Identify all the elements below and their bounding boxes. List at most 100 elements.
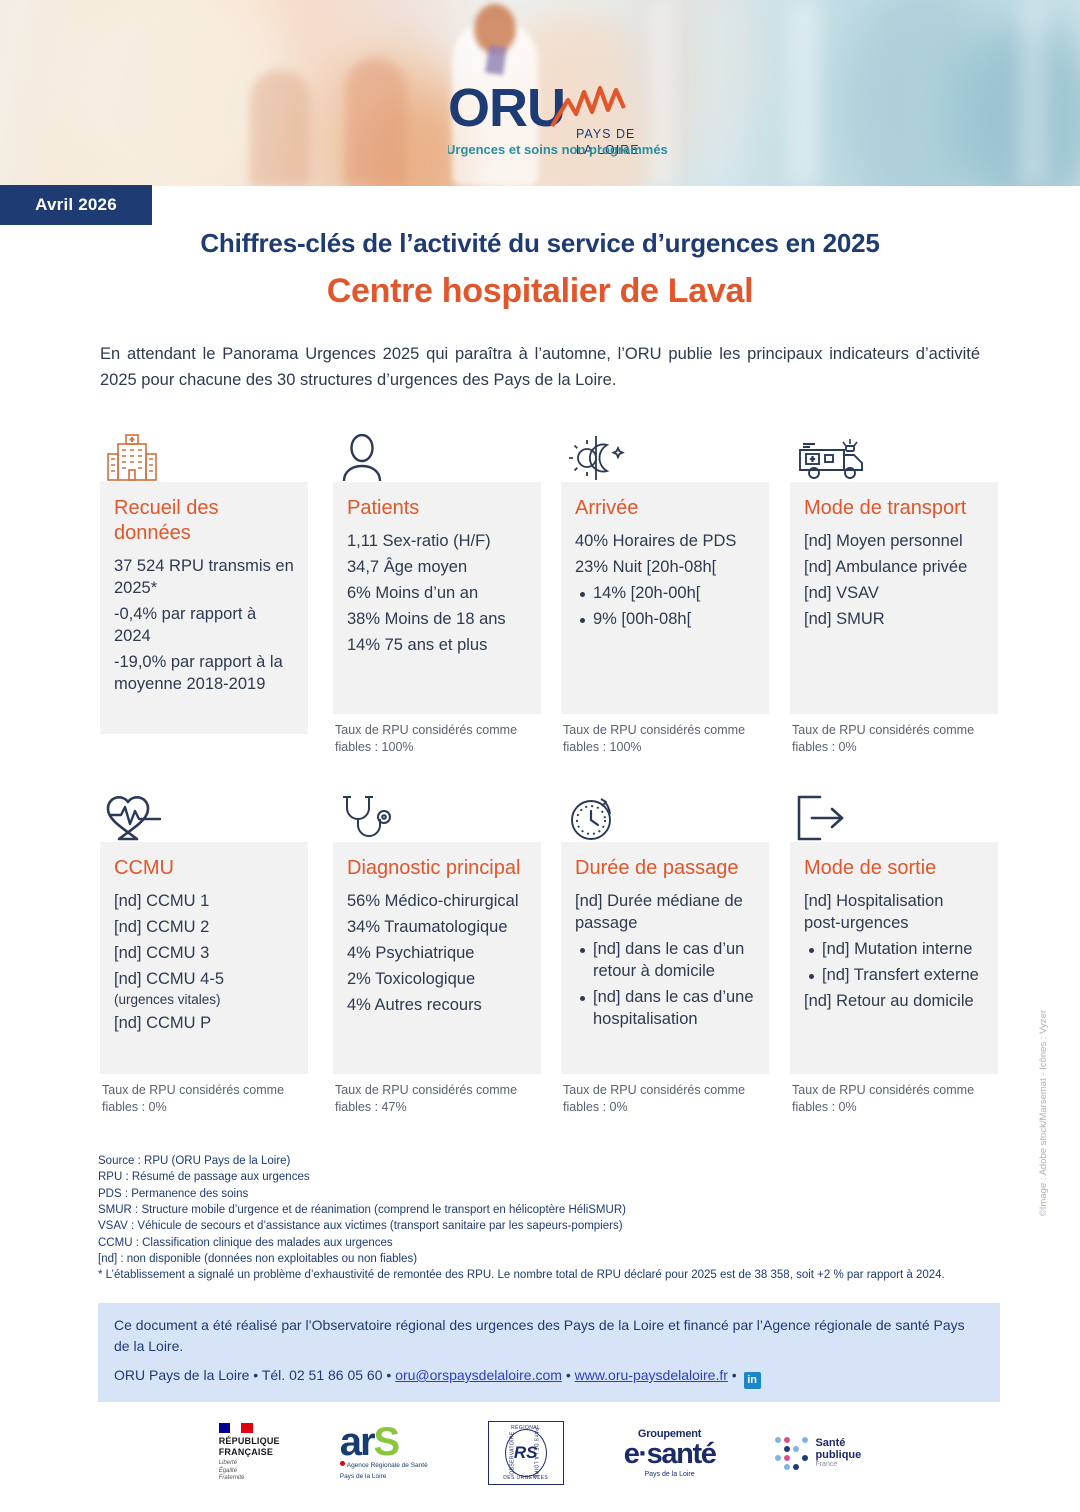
- taux-note: Taux de RPU considérés comme fiables : 1…: [335, 723, 518, 754]
- sp-line-1: Santé: [815, 1436, 846, 1449]
- sp-line-2: publique: [815, 1449, 862, 1462]
- oru-logo: ORU PAYS DE LA LOIRE Urgences et soins n…: [448, 78, 668, 157]
- card-diagnostic-principal: Diagnostic principal 56% Médico-chirurgi…: [333, 790, 541, 1116]
- date-badge: Avril 2026: [0, 185, 152, 225]
- card-items: 56% Médico-chirurgical 34% Traumatologiq…: [347, 891, 527, 1017]
- stopwatch-icon: [561, 790, 769, 842]
- list-item: [nd] CCMU 3: [114, 943, 210, 962]
- email-link[interactable]: oru@orspaysdelaloire.com: [395, 1367, 562, 1383]
- card-items: 37 524 RPU transmis en 2025* -0,4% par r…: [114, 556, 294, 696]
- list-item: 9% [00h-08h[: [575, 609, 755, 631]
- list-item: [nd] CCMU 1: [114, 892, 210, 910]
- footnote-line: Source : RPU (ORU Pays de la Loire): [98, 1155, 291, 1167]
- footnote-line: VSAV : Véhicule de secours et d’assistan…: [98, 1220, 623, 1233]
- list-item: [nd] CCMU 4-5: [114, 969, 225, 988]
- list-item: 23% Nuit [20h-08h[: [575, 557, 717, 576]
- ars-sub-2: Pays de la Loire: [339, 1472, 387, 1480]
- card-title: Diagnostic principal: [347, 857, 521, 879]
- card-items: [nd] Moyen personnel [nd] Ambulance priv…: [804, 531, 984, 631]
- logo-sante-publique-france: Santé publique France: [775, 1436, 862, 1470]
- card-recueil-des-donnees: Recueil des données 37 524 RPU transmis …: [100, 430, 308, 742]
- footnote-line: SMUR : Structure mobile d’urgence et de …: [98, 1203, 626, 1216]
- list-item: [nd] Durée médiane de passage: [575, 892, 743, 932]
- card-items: [nd] Durée médiane de passage [nd] dans …: [575, 891, 755, 1031]
- list-item: -19,0% par rapport à la moyenne 2018-201…: [114, 652, 283, 693]
- list-item: 56% Médico-chirurgical: [347, 892, 519, 910]
- svg-text:LA LOIRE: LA LOIRE: [576, 143, 640, 157]
- sun-moon-icon: [561, 430, 769, 482]
- taux-note: Taux de RPU considérés comme fiables : 0…: [102, 1083, 285, 1114]
- card-duree-de-passage: Durée de passage [nd] Durée médiane de p…: [561, 790, 769, 1116]
- header-banner-image: ORU PAYS DE LA LOIRE Urgences et soins n…: [0, 0, 1080, 186]
- list-item: [nd] CCMU 2: [114, 917, 210, 936]
- linkedin-icon[interactable]: in: [743, 1372, 761, 1389]
- card-ccmu: CCMU [nd] CCMU 1 [nd] CCMU 2 [nd] CCMU 3…: [100, 790, 308, 1116]
- list-item: [nd] dans le cas d’un retour à domicile: [575, 939, 755, 983]
- image-credit: ©Image : Adobe stock/Marsemat - Icônes :…: [1038, 1010, 1049, 1217]
- website-link[interactable]: www.oru-paysdelaloire.fr: [574, 1367, 728, 1383]
- list-item: 14% [20h-00h[: [575, 583, 755, 605]
- footnote-line: RPU : Résumé de passage aux urgences: [98, 1171, 310, 1184]
- list-item: (urgences vitales): [114, 991, 221, 1007]
- rs-left-text: OBSERVATOIRE: [509, 1431, 516, 1475]
- logo-line-1: RÉPUBLIQUE: [218, 1436, 280, 1447]
- rs-monogram: RS: [504, 1429, 547, 1477]
- card-title: Mode de transport: [804, 497, 967, 519]
- list-item: [nd] Mutation interne: [804, 939, 984, 961]
- list-item: 1,11 Sex-ratio (H/F): [347, 532, 491, 550]
- french-flag-icon: [218, 1423, 253, 1434]
- logo-devise: Liberté Égalité Fraternité: [218, 1460, 245, 1482]
- separator: •: [253, 1367, 259, 1383]
- separator: •: [386, 1367, 392, 1383]
- card-items: 40% Horaires de PDS 23% Nuit [20h-08h[ 1…: [575, 531, 755, 631]
- logo-ars: arS Agence Régionale de Santé Pays de la…: [339, 1422, 428, 1481]
- list-item: 2% Toxicologique: [347, 969, 476, 988]
- taux-note: Taux de RPU considérés comme fiables : 4…: [335, 1083, 518, 1114]
- footnote-line: [nd] : non disponible (données non explo…: [98, 1252, 418, 1265]
- card-title: Mode de sortie: [804, 857, 937, 879]
- heart-pulse-icon: [100, 790, 308, 842]
- list-item: -0,4% par rapport à 2024: [114, 604, 257, 645]
- person-icon: [333, 430, 541, 482]
- stethoscope-icon: [333, 790, 541, 842]
- page-title: Centre hospitalier de Laval: [326, 272, 754, 310]
- partner-logos: RÉPUBLIQUE FRANÇAISE Liberté Égalité Fra…: [0, 1410, 1080, 1496]
- card-mode-de-sortie: Mode de sortie [nd] Hospitalisation post…: [790, 790, 998, 1116]
- list-item: 6% Moins d’un an: [347, 583, 479, 602]
- list-item: 4% Autres recours: [347, 995, 482, 1014]
- card-title: CCMU: [114, 857, 174, 879]
- svg-text:Urgences et soins non programm: Urgences et soins non programmés: [448, 142, 668, 157]
- taux-note: Taux de RPU considérés comme fiables : 0…: [563, 1083, 746, 1114]
- list-item: 14% 75 ans et plus: [347, 635, 488, 654]
- list-item: 34% Traumatologique: [347, 917, 508, 936]
- exit-door-icon: [790, 790, 998, 842]
- card-title: Durée de passage: [575, 857, 739, 879]
- esante-top: Groupement: [637, 1428, 702, 1440]
- footnote-line: CCMU : Classification clinique des malad…: [98, 1236, 393, 1249]
- card-items: [nd] CCMU 1 [nd] CCMU 2 [nd] CCMU 3 [nd]…: [114, 891, 294, 1035]
- list-item: [nd] VSAV: [804, 583, 879, 602]
- card-mode-de-transport: Mode de transport [nd] Moyen personnel […: [790, 430, 998, 756]
- taux-note: Taux de RPU considérés comme fiables : 1…: [563, 723, 746, 754]
- list-item: [nd] Ambulance privée: [804, 557, 968, 576]
- dot-grid-icon: [775, 1436, 809, 1470]
- list-item: 34,7 Âge moyen: [347, 557, 468, 576]
- ambulance-icon: [790, 430, 998, 482]
- taux-note: Taux de RPU considérés comme fiables : 0…: [792, 1083, 975, 1114]
- list-item: [nd] Transfert externe: [804, 965, 984, 987]
- org-name: ORU Pays de la Loire: [114, 1367, 250, 1383]
- contact-description: Ce document a été réalisé par l’Observat…: [114, 1317, 965, 1354]
- footnotes: Source : RPU (ORU Pays de la Loire) RPU …: [98, 1153, 1028, 1284]
- footnote-asterisk: * L’établissement a signalé un problème …: [98, 1269, 945, 1282]
- list-item: [nd] Hospitalisation post-urgences: [804, 892, 944, 932]
- list-item: 37 524 RPU transmis en 2025*: [114, 557, 294, 597]
- list-item: [nd] dans le cas d’une hospitalisation: [575, 987, 755, 1031]
- logo-groupement-esante: Groupement e·santé Pays de la Loire: [623, 1428, 717, 1478]
- ars-sub-1: Agence Régionale de Santé: [339, 1461, 428, 1470]
- taux-note: Taux de RPU considérés comme fiables : 0…: [792, 723, 975, 754]
- esante-wordmark: e·santé: [623, 1438, 717, 1470]
- list-item: 40% Horaires de PDS: [575, 532, 737, 550]
- phone-number: Tél. 02 51 86 05 60: [261, 1367, 383, 1383]
- footnote-line: PDS : Permanence des soins: [98, 1187, 249, 1200]
- list-item: [nd] Moyen personnel: [804, 532, 963, 550]
